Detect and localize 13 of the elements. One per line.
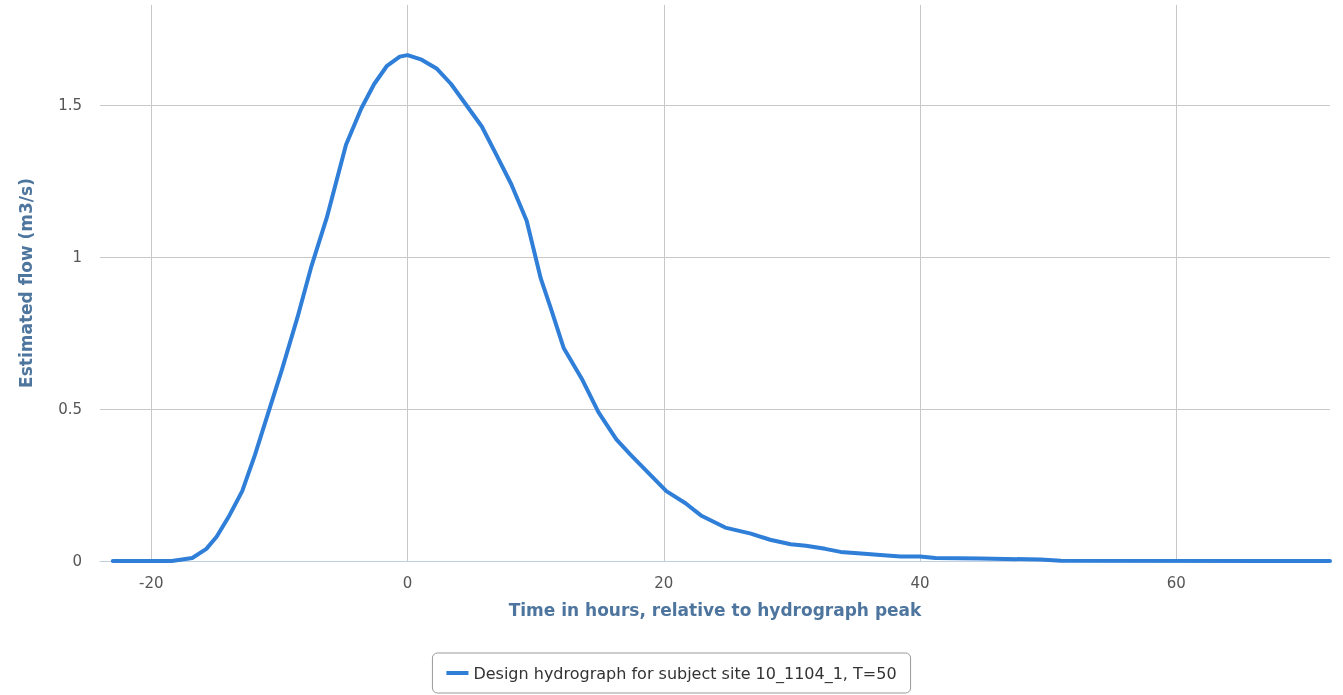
x-tick-label: 60 bbox=[1166, 573, 1186, 592]
y-tick-label: 0.5 bbox=[58, 400, 82, 419]
y-tick-label: 1 bbox=[72, 248, 82, 267]
x-tick-label: 0 bbox=[402, 573, 413, 592]
x-axis-title: Time in hours, relative to hydrograph peak bbox=[508, 599, 923, 620]
x-tick-label: 20 bbox=[654, 573, 674, 592]
legend-label: Design hydrograph for subject site 10_1104_1, T=50 bbox=[473, 663, 897, 684]
x-tick-label: 40 bbox=[910, 573, 930, 592]
line-series bbox=[110, 53, 1332, 563]
x-tick-label: -20 bbox=[139, 573, 164, 592]
y-axis-title: Estimated flow (m3/s) bbox=[15, 178, 36, 388]
y-tick-label: 1.5 bbox=[58, 96, 82, 115]
y-tick-label: 0 bbox=[72, 552, 82, 570]
